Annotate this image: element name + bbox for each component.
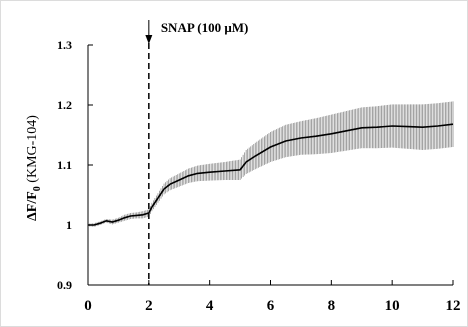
- y-tick-label: 1: [66, 218, 72, 232]
- stimulus-arrowhead: [145, 35, 153, 44]
- x-tick-label: 12: [446, 298, 461, 314]
- y-tick-label: 0.9: [57, 278, 72, 292]
- y-tick-label: 1.3: [57, 38, 72, 52]
- x-tick-label: 6: [267, 298, 275, 314]
- y-axis-label: ΔF/F0 (KMG-104): [25, 115, 43, 221]
- y-axis-label-suffix: (KMG-104): [25, 115, 40, 186]
- x-tick-label: 4: [206, 298, 214, 314]
- y-axis-label-main: ΔF/F: [25, 191, 40, 221]
- y-ticks: 0.9 1 1.1 1.2 1.3: [57, 38, 93, 292]
- y-tick-label: 1.2: [57, 98, 72, 112]
- x-ticks: 0 2 4 6 8 10 12: [84, 280, 461, 314]
- mean-line: [88, 123, 454, 226]
- error-bars: [87, 101, 454, 227]
- x-tick-label: 8: [328, 298, 336, 314]
- y-tick-label: 1.1: [57, 158, 72, 172]
- stimulus-label: SNAP (100 μM): [161, 20, 249, 35]
- x-tick-label: 2: [145, 298, 153, 314]
- x-tick-label: 0: [84, 298, 92, 314]
- y-axis-label-subscript: 0: [32, 186, 43, 191]
- x-tick-label: 10: [385, 298, 400, 314]
